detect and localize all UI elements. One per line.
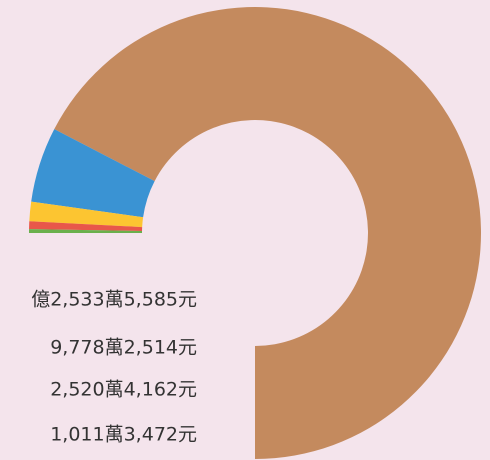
donut-segment <box>29 221 143 232</box>
donut-segment <box>31 129 155 218</box>
amount-label: 億2,533萬5,585元 <box>31 289 197 311</box>
amount-label: 9,778萬2,514元 <box>50 337 197 359</box>
amount-label: 1,011萬3,472元 <box>50 424 197 446</box>
amount-label: 2,520萬4,162元 <box>50 379 197 401</box>
donut-segment <box>54 6 481 459</box>
donut-segment <box>29 201 144 228</box>
donut-segment <box>29 229 143 233</box>
